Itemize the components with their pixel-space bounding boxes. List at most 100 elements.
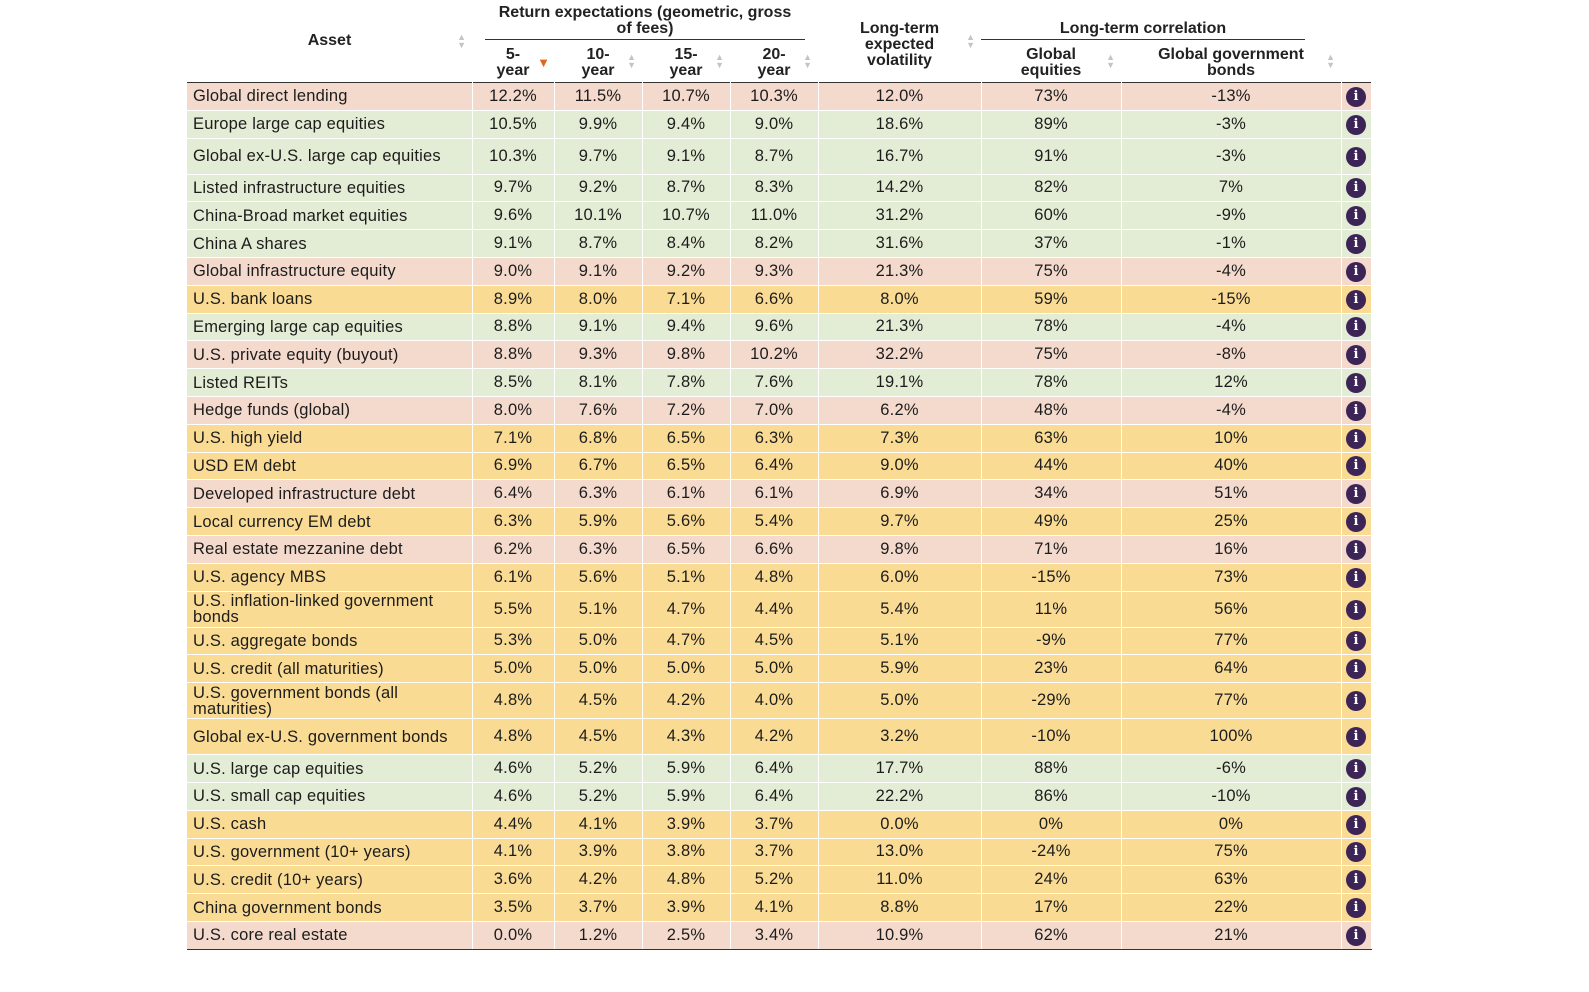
cell-10-year: 9.3% bbox=[554, 340, 643, 370]
info-icon[interactable]: i bbox=[1346, 814, 1367, 835]
cell-info: i bbox=[1341, 591, 1372, 628]
info-icon[interactable]: i bbox=[1346, 317, 1367, 338]
info-icon[interactable]: i bbox=[1346, 659, 1367, 680]
cell-5-year: 8.0% bbox=[472, 396, 555, 425]
info-icon[interactable]: i bbox=[1346, 631, 1367, 652]
info-icon[interactable]: i bbox=[1346, 289, 1367, 310]
cell-20-year: 4.0% bbox=[730, 682, 819, 720]
cell-20-year: 3.4% bbox=[730, 921, 819, 950]
col-header-global-equities[interactable]: Global equities ▲ ▼ bbox=[981, 40, 1121, 83]
sort-icon[interactable]: ▲ ▼ bbox=[1326, 52, 1336, 70]
table-row: Local currency EM debt 6.3% 5.9% 5.6% 5.4% 9.… bbox=[187, 507, 1372, 536]
info-icon[interactable]: i bbox=[1346, 456, 1367, 477]
info-icon[interactable]: i bbox=[1346, 691, 1367, 712]
info-icon[interactable]: i bbox=[1346, 345, 1367, 366]
info-icon[interactable]: i bbox=[1346, 727, 1367, 748]
cell-20-year: 5.0% bbox=[730, 654, 819, 684]
table-row: Global ex-U.S. large cap equities 10.3% 9.… bbox=[187, 138, 1372, 175]
info-icon[interactable]: i bbox=[1346, 925, 1367, 946]
cell-asset: Listed infrastructure equities bbox=[187, 174, 473, 203]
col-header-asset[interactable]: Asset ▲ ▼ bbox=[187, 0, 472, 83]
cell-corr-global-government-bonds: 12% bbox=[1121, 368, 1342, 397]
cell-20-year: 9.0% bbox=[730, 110, 819, 139]
cell-5-year: 3.6% bbox=[472, 865, 555, 895]
info-icon[interactable]: i bbox=[1346, 428, 1367, 449]
table-row: China A shares 9.1% 8.7% 8.4% 8.2% 31.6% 37% -1… bbox=[187, 229, 1372, 258]
cell-corr-global-equities: 34% bbox=[981, 479, 1122, 509]
cell-info: i bbox=[1341, 838, 1372, 867]
info-icon[interactable]: i bbox=[1346, 206, 1367, 227]
info-icon[interactable]: i bbox=[1346, 512, 1367, 533]
cell-corr-global-equities: 24% bbox=[981, 865, 1122, 895]
info-icon[interactable]: i bbox=[1346, 146, 1367, 167]
cell-20-year: 9.6% bbox=[730, 313, 819, 342]
cell-10-year: 5.2% bbox=[554, 754, 643, 783]
sort-desc-arrow-icon[interactable]: ▼ bbox=[537, 55, 550, 71]
cell-asset: Developed infrastructure debt bbox=[187, 479, 473, 509]
table-row: Global direct lending 12.2% 11.5% 10.7% 10.3… bbox=[187, 82, 1372, 111]
cell-20-year: 3.7% bbox=[730, 838, 819, 867]
info-icon[interactable]: i bbox=[1346, 373, 1367, 394]
info-icon[interactable]: i bbox=[1346, 86, 1367, 107]
info-icon[interactable]: i bbox=[1346, 870, 1367, 891]
cell-5-year: 9.0% bbox=[472, 257, 555, 286]
cell-info: i bbox=[1341, 340, 1372, 370]
sort-icon[interactable]: ▲ ▼ bbox=[715, 52, 724, 70]
cell-asset: Europe large cap equities bbox=[187, 110, 473, 139]
cell-10-year: 6.7% bbox=[554, 452, 643, 481]
cell-20-year: 6.3% bbox=[730, 424, 819, 453]
sort-icon[interactable]: ▲ ▼ bbox=[966, 32, 975, 50]
sort-icon[interactable]: ▲ ▼ bbox=[627, 52, 636, 70]
cell-volatility: 6.9% bbox=[818, 479, 982, 509]
cell-corr-global-equities: 37% bbox=[981, 229, 1122, 258]
cell-corr-global-government-bonds: 77% bbox=[1121, 627, 1342, 656]
cell-5-year: 8.8% bbox=[472, 313, 555, 342]
col-header-volatility[interactable]: Long-term expected volatility ▲ ▼ bbox=[818, 0, 981, 83]
cell-volatility: 8.0% bbox=[818, 285, 982, 314]
cell-info: i bbox=[1341, 921, 1372, 950]
cell-volatility: 16.7% bbox=[818, 138, 982, 175]
sort-icon[interactable]: ▲ ▼ bbox=[803, 52, 812, 70]
info-icon[interactable]: i bbox=[1346, 567, 1367, 588]
col-header-20-year[interactable]: 20-year ▲ ▼ bbox=[730, 40, 818, 83]
cell-15-year: 9.4% bbox=[642, 110, 731, 139]
info-icon[interactable]: i bbox=[1346, 400, 1367, 421]
sort-icon[interactable]: ▲ ▼ bbox=[457, 32, 466, 50]
cell-corr-global-government-bonds: 0% bbox=[1121, 810, 1342, 839]
col-header-5-year[interactable]: 5-year ▼ bbox=[472, 40, 554, 83]
info-icon[interactable]: i bbox=[1346, 898, 1367, 919]
cell-20-year: 5.2% bbox=[730, 865, 819, 895]
info-icon[interactable]: i bbox=[1346, 484, 1367, 505]
cell-asset: U.S. small cap equities bbox=[187, 782, 473, 811]
info-icon[interactable]: i bbox=[1346, 234, 1367, 255]
info-icon[interactable]: i bbox=[1346, 114, 1367, 135]
cell-5-year: 12.2% bbox=[472, 82, 555, 111]
info-icon[interactable]: i bbox=[1346, 261, 1367, 282]
info-icon[interactable]: i bbox=[1346, 786, 1367, 807]
info-icon[interactable]: i bbox=[1346, 539, 1367, 560]
sort-icon[interactable]: ▲ ▼ bbox=[1106, 52, 1115, 70]
cell-10-year: 5.6% bbox=[554, 563, 643, 592]
cell-corr-global-government-bonds: 63% bbox=[1121, 865, 1342, 895]
cell-asset: U.S. aggregate bonds bbox=[187, 627, 473, 656]
col-header-global-government-bonds[interactable]: Global government bonds ▲ ▼ bbox=[1121, 40, 1342, 83]
info-icon[interactable]: i bbox=[1346, 759, 1367, 780]
cell-info: i bbox=[1341, 368, 1372, 397]
info-icon[interactable]: i bbox=[1346, 178, 1367, 199]
cell-asset: China-Broad market equities bbox=[187, 201, 473, 231]
table-row: Real estate mezzanine debt 6.2% 6.3% 6.5% 6.… bbox=[187, 535, 1372, 564]
col-header-10-year[interactable]: 10-year ▲ ▼ bbox=[554, 40, 642, 83]
info-icon[interactable]: i bbox=[1346, 842, 1367, 863]
cell-5-year: 6.9% bbox=[472, 452, 555, 481]
cell-corr-global-government-bonds: 10% bbox=[1121, 424, 1342, 453]
cell-info: i bbox=[1341, 782, 1372, 811]
info-icon[interactable]: i bbox=[1346, 599, 1367, 620]
cell-10-year: 4.2% bbox=[554, 865, 643, 895]
cell-asset: USD EM debt bbox=[187, 452, 473, 481]
cell-20-year: 7.0% bbox=[730, 396, 819, 425]
table-row: China government bonds 3.5% 3.7% 3.9% 4.1% 8.… bbox=[187, 893, 1372, 922]
col-header-15-year[interactable]: 15-year ▲ ▼ bbox=[642, 40, 730, 83]
cell-volatility: 14.2% bbox=[818, 174, 982, 203]
cell-10-year: 9.1% bbox=[554, 257, 643, 286]
cell-info: i bbox=[1341, 682, 1372, 720]
